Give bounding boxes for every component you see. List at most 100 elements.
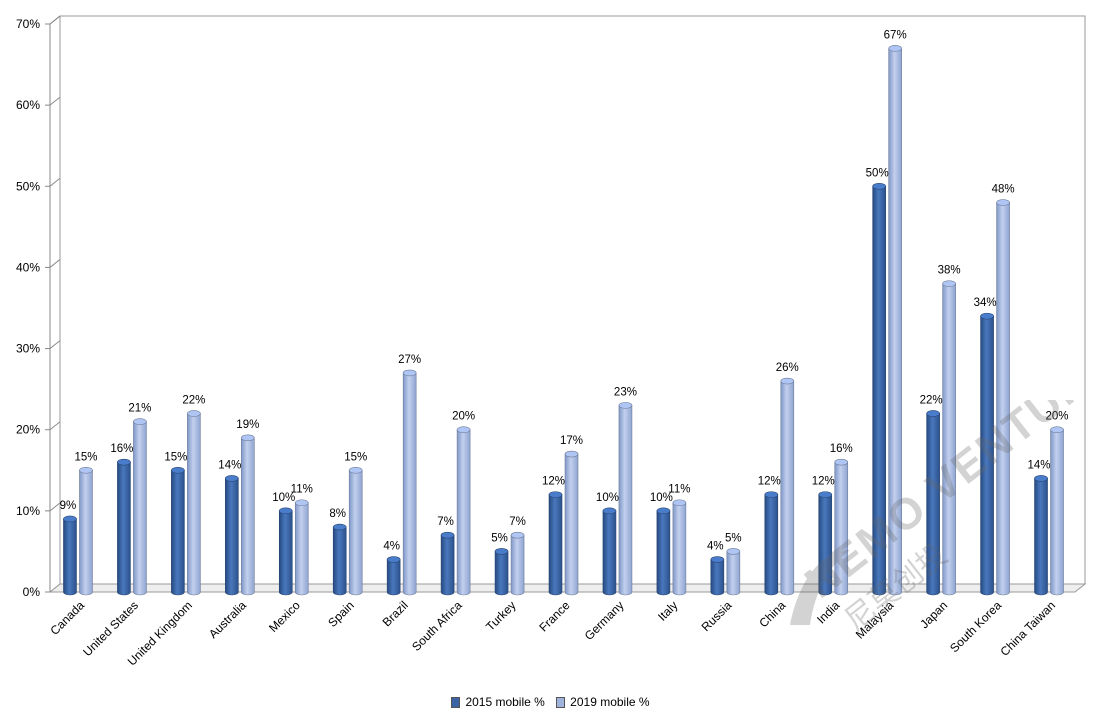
data-label: 4%: [707, 541, 724, 553]
data-label: 21%: [128, 403, 151, 415]
data-label: 5%: [725, 532, 742, 544]
bar-2019-germany: [618, 405, 633, 596]
legend-item-2015: 2015 mobile %: [451, 695, 545, 709]
bar-top-cap: [996, 199, 1010, 206]
bar-2015-united-kingdom: [171, 469, 185, 596]
bar-top-cap: [618, 402, 633, 409]
data-label: 10%: [596, 492, 619, 504]
legend-label-2019: 2019 mobile %: [570, 695, 650, 709]
bar-top-cap: [294, 499, 309, 507]
bar-top-cap: [1050, 426, 1064, 434]
legend-item-2019: 2019 mobile %: [556, 695, 650, 709]
data-label: 12%: [812, 476, 835, 488]
bar-top-cap: [980, 312, 994, 320]
data-label: 26%: [776, 362, 799, 374]
bar-2019-united-states: [133, 421, 147, 596]
bar-top-cap: [456, 426, 471, 434]
bar-2015-russia: [710, 559, 725, 596]
bar-top-cap: [278, 507, 293, 515]
bar-top-cap: [332, 523, 347, 531]
bar-2019-turkey: [510, 534, 525, 596]
bar-2019-canada: [79, 469, 93, 596]
x-tick-label: China Taiwan: [997, 598, 1058, 659]
bar-top-cap: [133, 418, 147, 425]
bar-2019-spain: [348, 469, 363, 596]
bar-top-cap: [818, 491, 833, 498]
bar-top-cap: [780, 377, 795, 385]
bar-top-cap: [510, 531, 525, 539]
bar-top-cap: [672, 499, 687, 507]
bars: [63, 45, 1064, 596]
bar-top-cap: [117, 458, 131, 466]
bar-2019-south-korea: [996, 202, 1010, 596]
bar-top-cap: [63, 515, 77, 523]
bar-top-cap: [348, 466, 363, 474]
bar-top-cap: [1034, 475, 1048, 482]
x-tick-label: Mexico: [266, 598, 303, 635]
y-tick-labels: 0% 10% 20% 30% 40% 50% 60% 70%: [16, 17, 40, 599]
data-label: 10%: [272, 492, 295, 504]
y-tick-label: 60%: [16, 98, 40, 112]
data-label: 16%: [830, 443, 853, 455]
x-tick-label: Germany: [582, 598, 627, 643]
bar-top-cap: [564, 450, 579, 458]
x-tick-label: Canada: [47, 598, 87, 638]
bar-top-cap: [926, 410, 940, 417]
data-label: 38%: [938, 265, 961, 277]
bar-2019-mexico: [294, 502, 309, 596]
bar-2019-brazil: [402, 372, 417, 596]
data-label: 34%: [974, 297, 997, 309]
x-tick-label: Australia: [206, 598, 249, 641]
data-label: 22%: [182, 394, 205, 406]
bar-2015-india: [818, 494, 833, 596]
bar-2015-united-states: [117, 461, 131, 596]
bar-2019-japan: [942, 283, 956, 596]
data-label: 11%: [291, 484, 313, 496]
bar-top-cap: [440, 531, 455, 539]
data-label: 8%: [329, 508, 346, 520]
bar-2019-france: [564, 453, 579, 596]
bar-2019-united-kingdom: [187, 413, 201, 596]
bar-2015-mexico: [278, 510, 293, 596]
bar-top-cap: [187, 410, 201, 417]
x-tick-label: India: [814, 598, 843, 627]
y-tick-label: 50%: [16, 179, 40, 193]
data-label: 67%: [884, 29, 907, 41]
bar-top-cap: [79, 466, 93, 474]
bar-2015-brazil: [386, 559, 401, 596]
data-label: 48%: [992, 184, 1015, 196]
bar-2015-china: [764, 494, 779, 596]
bar-2015-south-korea: [980, 315, 994, 596]
bar-top-cap: [548, 491, 563, 498]
bar-top-cap: [872, 182, 886, 190]
x-tick-label: France: [536, 598, 573, 635]
bar-2015-turkey: [494, 551, 509, 596]
bar-top-cap: [241, 434, 255, 442]
x-tick-label: Italy: [655, 598, 680, 623]
data-label: 15%: [164, 451, 187, 463]
x-tick-label: Spain: [325, 598, 357, 630]
data-label: 19%: [236, 419, 259, 431]
bar-top-cap: [656, 507, 671, 515]
bar-2015-malaysia: [872, 185, 886, 596]
bar-2019-china: [780, 380, 795, 596]
data-labels: 9%15%16%21%15%22%14%19%10%11%8%15%4%27%7…: [60, 29, 1069, 552]
bar-top-cap: [764, 491, 779, 498]
bar-2015-japan: [926, 413, 940, 596]
x-tick-label: Turkey: [483, 598, 519, 634]
data-label: 50%: [866, 167, 889, 179]
bar-top-cap: [726, 548, 741, 555]
bar-top-cap: [888, 45, 902, 52]
legend: 2015 mobile % 2019 mobile %: [0, 695, 1101, 711]
y-tick-label: 0%: [23, 585, 41, 599]
data-label: 27%: [398, 354, 421, 366]
bar-2015-germany: [602, 510, 617, 596]
x-tick-label: Japan: [917, 598, 950, 631]
data-label: 20%: [452, 411, 475, 423]
data-label: 7%: [509, 516, 526, 528]
bar-2019-china-taiwan: [1050, 429, 1064, 596]
bar-2019-india: [834, 461, 849, 596]
bar-2019-russia: [726, 551, 741, 596]
